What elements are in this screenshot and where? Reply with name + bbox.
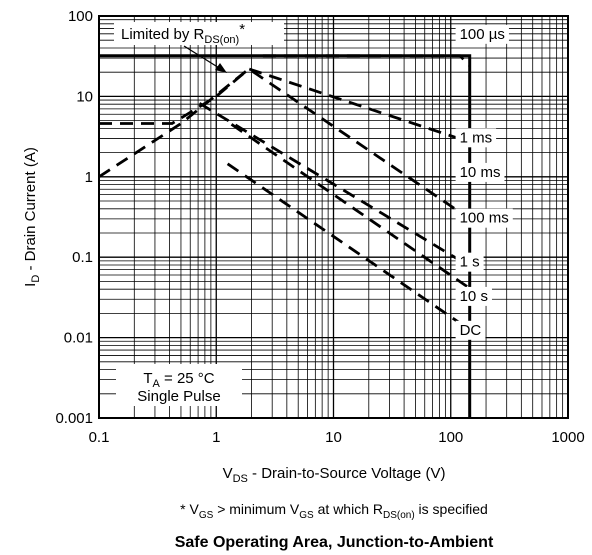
series-label: 100 µs: [460, 26, 505, 43]
conditions-temperature: TA = 25 °C: [143, 370, 214, 390]
y-axis-title-rest: - Drain Current (A): [22, 147, 39, 275]
series-label-bg: [455, 208, 513, 228]
x-tick-label: 1000: [551, 429, 584, 446]
limit-annotation-arrowhead: [215, 63, 227, 73]
series-label: 1 s: [460, 254, 480, 271]
conditions-temperature-value: = 25 °C: [160, 370, 215, 387]
series-label: 10 s: [460, 288, 488, 305]
conditions-pulse: Single Pulse: [137, 388, 220, 405]
x-axis-title-rest: - Drain-to-Source Voltage (V): [248, 465, 446, 482]
footnote: * VGS > minimum VGS at which RDS(on) is …: [180, 501, 488, 521]
limit-annotation: Limited by RDS(on)*: [121, 21, 245, 46]
x-axis-title-sub: DS: [233, 473, 248, 485]
footnote-mid: > minimum V: [213, 501, 300, 517]
series-line: [99, 67, 471, 144]
x-tick-label: 100: [438, 429, 463, 446]
y-axis-title-sub: D: [30, 275, 42, 283]
chart-title: Safe Operating Area, Junction-to-Ambient: [175, 534, 494, 551]
series-label-bg: [455, 128, 497, 148]
tick-labels: 0.1 1 10 100 1000 0.001 0.01 0.1 1 10 100: [55, 8, 584, 446]
y-axis-title: ID - Drain Current (A): [22, 147, 42, 287]
series-label: 10 ms: [460, 164, 501, 181]
series-label: 100 ms: [460, 210, 509, 227]
series-label: 1 ms: [460, 129, 493, 146]
series-label-bg: [455, 320, 486, 340]
limit-annotation-suffix: *: [239, 21, 245, 38]
y-tick-label: 0.1: [72, 249, 93, 266]
series-line: [99, 67, 471, 220]
y-tick-label: 100: [68, 8, 93, 25]
gridlines: [99, 16, 568, 418]
limit-annotation-box: [114, 22, 284, 45]
limit-annotation-sub: DS(on): [204, 34, 239, 46]
footnote-sub-1: GS: [199, 510, 214, 521]
series-line: [198, 102, 471, 268]
x-axis-title: VDS - Drain-to-Source Voltage (V): [223, 465, 446, 485]
curve-labels: 100 µs 1 ms 10 ms 100 ms 1 s 10 s DC: [455, 24, 513, 340]
y-tick-label: 0.01: [64, 330, 93, 347]
y-tick-label: 10: [76, 88, 93, 105]
plot-frame: [98, 15, 569, 419]
series-label-bg: [455, 252, 484, 272]
footnote-sub-2: GS: [299, 510, 314, 521]
x-tick-label: 0.1: [89, 429, 110, 446]
x-tick-label: 1: [212, 429, 220, 446]
series-label-bg: [455, 286, 492, 306]
series-line: [230, 123, 471, 290]
series-label: DC: [460, 322, 482, 339]
conditions-box: [116, 364, 242, 406]
footnote-suffix: is specified: [415, 501, 488, 517]
y-tick-label: 0.001: [55, 410, 93, 427]
footnote-sub-3: DS(on): [383, 510, 415, 521]
series-line: [262, 54, 471, 67]
series-line: [226, 162, 471, 331]
conditions-temperature-sub: A: [153, 378, 161, 390]
series-label-bg: [455, 162, 505, 182]
x-tick-label: 10: [325, 429, 342, 446]
y-tick-label: 1: [85, 169, 93, 186]
series-label-bg: [455, 24, 509, 44]
footnote-mid-2: at which R: [314, 501, 383, 517]
